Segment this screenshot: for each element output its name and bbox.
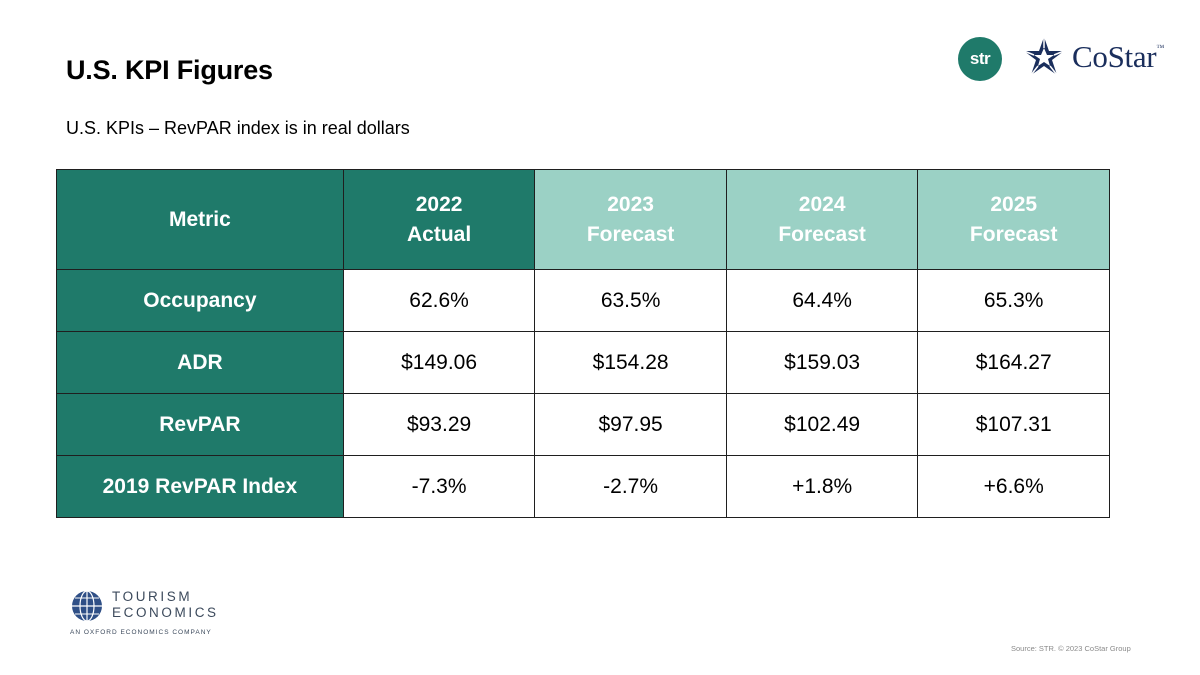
table-cell: $149.06: [342, 331, 536, 394]
table-cell: -7.3%: [342, 455, 536, 518]
table-cell: $102.49: [725, 393, 919, 456]
row-label: ADR: [56, 331, 344, 394]
table-cell: $97.95: [534, 393, 727, 456]
table-cell: 63.5%: [534, 269, 727, 332]
column-header: 2023 Forecast: [534, 169, 727, 270]
source-note: Source: STR. © 2023 CoStar Group: [1011, 644, 1131, 653]
row-label: RevPAR: [56, 393, 344, 456]
table-cell: 64.4%: [725, 269, 919, 332]
row-label: Occupancy: [56, 269, 344, 332]
table-row: ADR $149.06 $154.28 $159.03 $164.27: [56, 331, 1110, 394]
tourism-wordmark-line2: ECONOMICS: [112, 605, 219, 620]
column-header: 2022 Actual: [342, 169, 536, 270]
row-label: 2019 RevPAR Index: [56, 455, 344, 518]
tourism-tagline: AN OXFORD ECONOMICS COMPANY: [70, 629, 212, 636]
costar-wordmark: CoStar™: [1072, 39, 1164, 74]
page-subtitle: U.S. KPIs – RevPAR index is in real doll…: [66, 118, 410, 138]
globe-icon: [72, 590, 102, 622]
table-cell: 65.3%: [917, 269, 1110, 332]
table-cell: +6.6%: [917, 455, 1110, 518]
costar-star-icon: [1023, 37, 1065, 76]
page-title: U.S. KPI Figures: [66, 55, 273, 85]
column-header: 2024 Forecast: [725, 169, 919, 270]
table-cell: $154.28: [534, 331, 727, 394]
table-cell: 62.6%: [342, 269, 536, 332]
kpi-table: Metric 2022 Actual 2023 Forecast 2024 Forec…: [56, 169, 1110, 518]
table-header-row: Metric 2022 Actual 2023 Forecast 2024 Forec…: [56, 169, 1110, 270]
tourism-wordmark-line1: TOURISM: [112, 589, 193, 604]
table-cell: +1.8%: [725, 455, 919, 518]
table-cell: $164.27: [917, 331, 1110, 394]
column-header-metric: Metric: [56, 169, 344, 270]
table-row: RevPAR $93.29 $97.95 $102.49 $107.31: [56, 393, 1110, 456]
table-cell: -2.7%: [534, 455, 727, 518]
table-cell: $93.29: [342, 393, 536, 456]
column-header: 2025 Forecast: [917, 169, 1110, 270]
table-cell: $159.03: [725, 331, 919, 394]
tourism-economics-logo: TOURISM ECONOMICS: [70, 589, 219, 623]
table-row: Occupancy 62.6% 63.5% 64.4% 65.3%: [56, 269, 1110, 332]
costar-logo: CoStar™: [1022, 36, 1164, 78]
table-cell: $107.31: [917, 393, 1110, 456]
table-row: 2019 RevPAR Index -7.3% -2.7% +1.8% +6.6…: [56, 455, 1110, 518]
str-logo: str: [958, 37, 1002, 81]
